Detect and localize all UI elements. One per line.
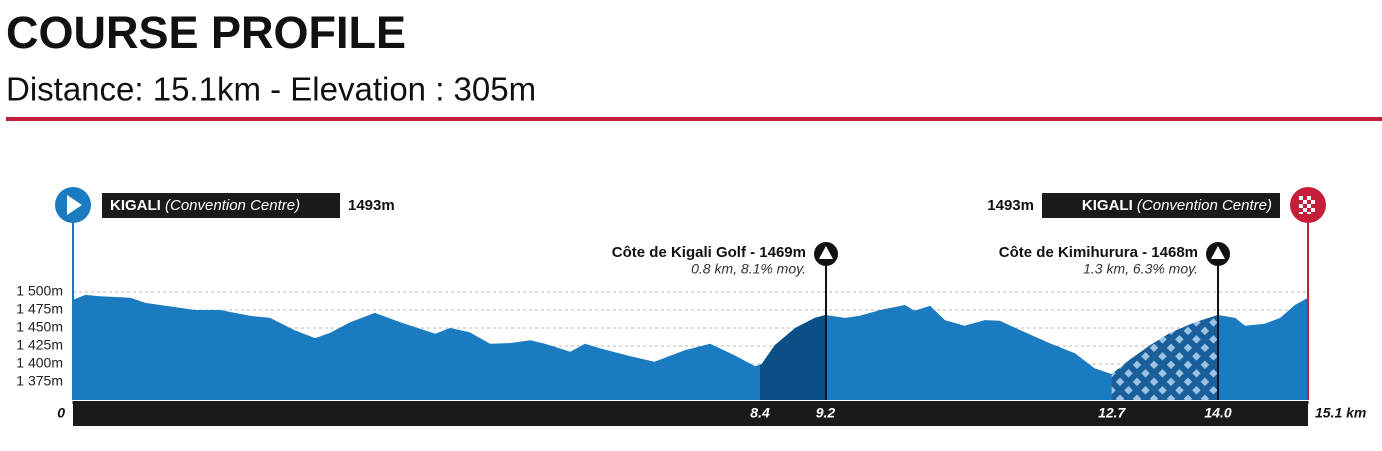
finish-place: (Convention Centre) [1137,197,1272,214]
y-tick-label: 1 475m [16,301,63,317]
x-tick-label: 14.0 [1204,405,1231,421]
climb-detail: 1.3 km, 6.3% moy. [1083,261,1198,277]
start-marker: KIGALI (Convention Centre) 1493m [55,187,395,400]
plot: 1 500m 1 475m 1 450m 1 425m 1 400m 1 375m 0 8.4… [16,283,1366,426]
svg-text:KIGALI (Convention Centre): KIGALI (Convention Centre) [1082,197,1272,214]
x-tick-label: 12.7 [1098,405,1126,421]
x-tick-label: 0 [57,405,65,421]
climb-detail: 0.8 km, 8.1% moy. [691,261,806,277]
climb-marker: Côte de Kimihurura - 1468m 1.3 km, 6.3% … [999,242,1230,400]
climb-shade [760,294,826,400]
x-tick-label: 8.4 [750,405,770,421]
svg-text:KIGALI (Convention Centre): KIGALI (Convention Centre) [110,197,300,214]
y-tick-label: 1 450m [16,319,63,335]
start-place: (Convention Centre) [165,197,300,214]
climb-name: Côte de Kigali Golf - 1469m [612,244,806,261]
start-name: KIGALI [110,197,161,214]
divider [6,117,1382,121]
title: COURSE PROFILE [6,7,406,58]
subtitle: Distance: 15.1km - Elevation : 305m [6,71,536,108]
climb-shade [1111,294,1219,400]
x-tick-label: 9.2 [816,405,836,421]
finish-marker: KIGALI (Convention Centre) 1493m [987,187,1326,400]
start-elevation: 1493m [348,197,395,214]
y-tick-label: 1 500m [16,283,63,299]
climb-name: Côte de Kimihurura - 1468m [999,244,1198,261]
x-tick-label: 15.1 km [1315,405,1366,421]
elevation-area [73,294,1308,400]
climb-marker: Côte de Kigali Golf - 1469m 0.8 km, 8.1%… [612,242,838,400]
finish-elevation: 1493m [987,197,1034,214]
y-tick-label: 1 425m [16,337,63,353]
y-tick-label: 1 400m [16,355,63,371]
y-tick-label: 1 375m [16,373,63,389]
x-axis-bar [73,401,1308,426]
finish-name: KIGALI [1082,197,1133,214]
